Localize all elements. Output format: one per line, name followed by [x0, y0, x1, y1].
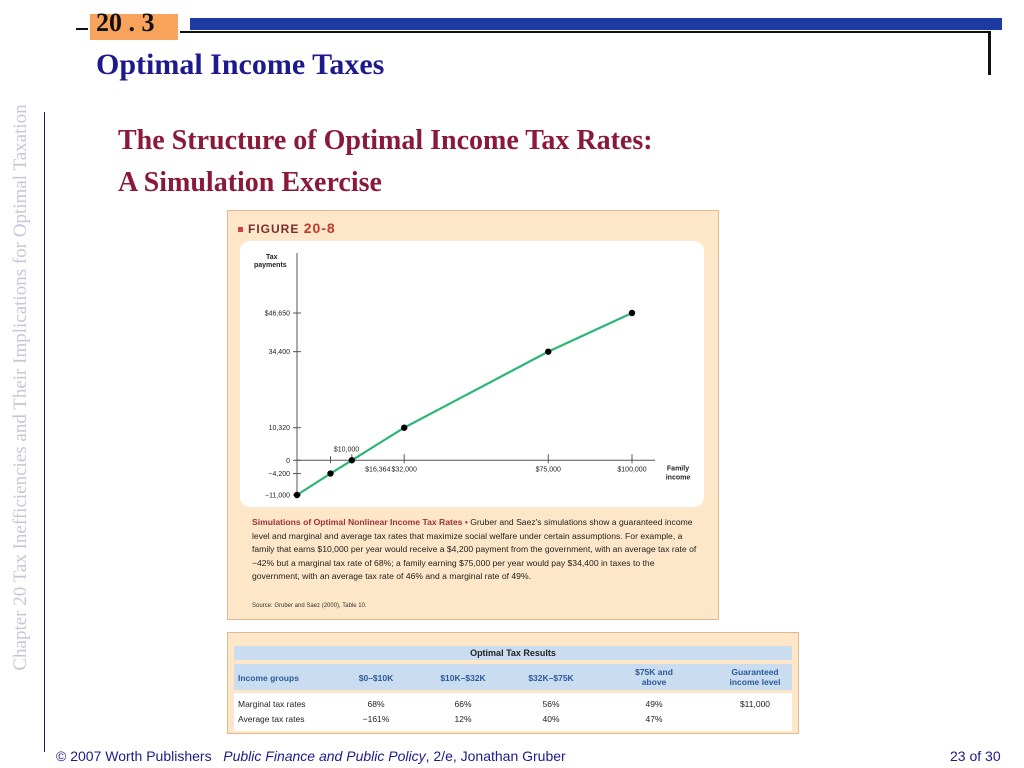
header-0-10k: $0–$10K	[358, 673, 394, 683]
data-point	[327, 470, 334, 477]
figure-20-8: FIGURE 20-8 Tax payments $46,650 34,400 10,3…	[227, 210, 719, 620]
figure-label-prefix: FIGURE	[248, 222, 300, 236]
cell-marginal-10k-32k: 66%	[454, 699, 472, 709]
header-black-rule	[180, 31, 988, 33]
cell-average-10k-32k: 12%	[454, 714, 472, 724]
y-tick-label: −4,200	[268, 471, 290, 478]
cell-average-32k-75k: 40%	[542, 714, 560, 724]
optimal-tax-results-table: Optimal Tax Results Income groups $0–$10…	[227, 632, 799, 734]
figure-label-number: 20-8	[303, 220, 336, 236]
table-body: Marginal tax rates 68% 66% 56% 49% $11,0…	[234, 693, 792, 731]
table-header-row: Income groups $0–$10K $10K–$32K $32K–$75…	[234, 664, 792, 690]
footer-copyright: © 2007 Worth Publishers	[56, 748, 212, 764]
cell-marginal-32k-75k: 56%	[542, 699, 560, 709]
y-axis-label-line1: Tax	[266, 254, 278, 261]
data-point	[628, 309, 636, 317]
y-tick-label: 10,320	[269, 425, 291, 432]
cell-marginal-75k-above: 49%	[645, 699, 663, 709]
footer-credit: © 2007 Worth Publishers Public Finance a…	[56, 748, 566, 764]
header-10k-32k: $10K–$32K	[440, 673, 486, 683]
header-dash	[76, 28, 88, 30]
footer-edition: , 2/e, Jonathan Gruber	[425, 748, 566, 764]
section-highlight	[90, 14, 178, 40]
cell-marginal-0-10k: 68%	[367, 699, 385, 709]
x-tick-label: $32,000	[392, 466, 417, 473]
x-axis-label-line2: income	[666, 474, 691, 481]
slide-subtitle: The Structure of Optimal Income Tax Rate…	[118, 120, 653, 204]
row-label-marginal: Marginal tax rates	[238, 699, 306, 709]
x-annotation-10000: $10,000	[334, 446, 359, 453]
x-tick-label: $100,000	[617, 466, 646, 473]
header-blue-bar	[190, 18, 1002, 30]
chapter-side-text: Chapter 20 Tax Inefficiencies and Their …	[10, 104, 31, 671]
figure-caption: Simulations of Optimal Nonlinear Income …	[252, 516, 698, 584]
subtitle-line-2: A Simulation Exercise	[118, 167, 382, 198]
x-axis-label-line1: Family	[667, 465, 689, 472]
cell-guaranteed-income: $11,000	[739, 699, 771, 709]
y-axis-label-line2: payments	[254, 262, 287, 269]
figure-source: Source: Gruber and Saez (2000), Table 10…	[252, 603, 367, 609]
figure-label: FIGURE 20-8	[238, 220, 336, 236]
y-tick-label: 34,400	[269, 349, 291, 356]
x-tick-label: $16,364	[365, 466, 390, 473]
data-point	[348, 457, 356, 464]
tax-payments-line	[296, 312, 633, 496]
row-label-average: Average tax rates	[238, 714, 305, 724]
header-75k-above: $75K and above	[635, 667, 673, 687]
cell-average-0-10k: −161%	[362, 714, 390, 724]
subtitle-line-1: The Structure of Optimal Income Tax Rate…	[118, 125, 653, 156]
y-tick-label: −11,000	[265, 493, 290, 500]
chapter-side-label: Chapter 20 Tax Inefficiencies and Their …	[4, 30, 38, 745]
data-point	[545, 348, 552, 355]
y-tick-label: $46,650	[265, 311, 290, 318]
slide-title: Optimal Income Taxes	[96, 48, 385, 81]
page-indicator: 23 of 30	[950, 748, 1001, 764]
data-point	[401, 424, 408, 431]
section-number: 20 . 3	[96, 8, 155, 37]
caption-lead: Simulations of Optimal Nonlinear Income …	[252, 517, 468, 527]
table-title: Optimal Tax Results	[234, 646, 792, 660]
data-point	[293, 491, 301, 499]
header-income-groups: Income groups	[238, 673, 299, 683]
figure-square-icon	[238, 227, 243, 233]
footer-book-title: Public Finance and Public Policy	[223, 748, 426, 764]
header-32k-75k: $32K–$75K	[528, 673, 574, 683]
y-tick-label: 0	[286, 458, 290, 465]
header-bracket	[988, 31, 991, 75]
header-guaranteed-income: Guaranteed income level	[729, 667, 781, 687]
chart-panel: Tax payments $46,650 34,400 10,320 0 −4,200 −11…	[240, 241, 704, 507]
cell-average-75k-above: 47%	[645, 714, 663, 724]
x-tick-label: $75,000	[536, 466, 561, 473]
caption-body: Gruber and Saez's simulations show a gua…	[252, 517, 697, 581]
side-divider	[44, 112, 45, 752]
